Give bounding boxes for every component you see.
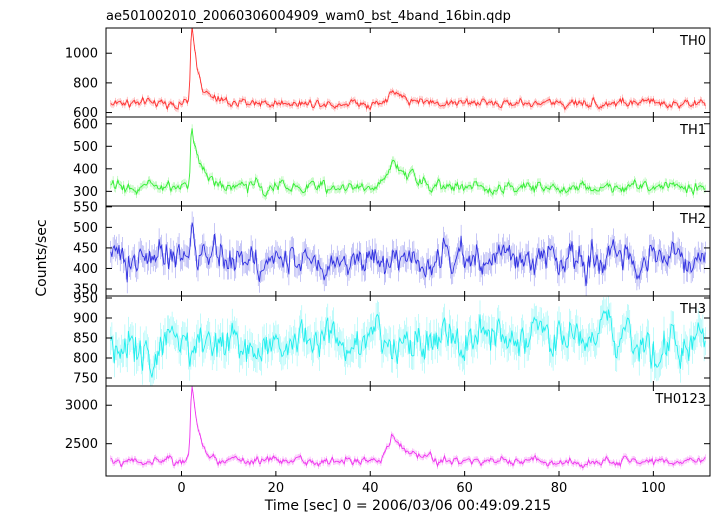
y-tick-label: 500 xyxy=(73,221,98,236)
error-bars-th1 xyxy=(110,124,706,201)
y-tick-label: 600 xyxy=(73,106,98,121)
y-tick-label: 400 xyxy=(73,162,98,177)
x-tick-label: 40 xyxy=(362,481,379,496)
panel-label: TH1 xyxy=(679,123,706,138)
panel-th2: TH2 350 400 450 500 550 xyxy=(73,200,711,298)
panel-th0123: TH0123 2500 3000 0 20 40 60 80 100 xyxy=(65,385,711,496)
y-tick-label: 350 xyxy=(73,283,98,298)
y-axis-label: Counts/sec xyxy=(34,219,50,296)
x-tick-label: 100 xyxy=(641,481,666,496)
panel-frame xyxy=(105,116,711,207)
x-tick-label: 0 xyxy=(177,481,185,496)
panel-label: TH3 xyxy=(679,302,706,317)
y-tick-label: 3000 xyxy=(65,399,98,414)
x-axis-label: Time [sec] 0 = 2006/03/06 00:49:09.215 xyxy=(264,498,551,514)
y-tick-label: 450 xyxy=(73,241,98,256)
y-tick-label: 550 xyxy=(73,200,98,215)
panel-label: TH2 xyxy=(679,212,706,227)
y-tick-label: 750 xyxy=(73,372,98,387)
panel-label: TH0123 xyxy=(654,392,706,407)
panels-group: TH06008001000TH1300400500600TH2350400450… xyxy=(65,27,711,496)
panel-label: TH0 xyxy=(679,34,706,49)
x-tick-label: 20 xyxy=(268,481,285,496)
series-line-th2 xyxy=(110,222,706,286)
panel-th3: TH3 750 800 850 900 950 xyxy=(73,292,711,387)
series-line-th0123 xyxy=(110,386,706,469)
y-tick-label: 850 xyxy=(73,332,98,347)
panel-th0: TH0 600 800 1000 xyxy=(65,27,711,121)
y-tick-label: 2500 xyxy=(65,437,98,452)
x-tick-label: 80 xyxy=(551,481,568,496)
y-tick-label: 300 xyxy=(73,185,98,200)
series-line-th3 xyxy=(110,309,706,378)
y-tick-label: 950 xyxy=(73,292,98,307)
chart-title: ae501002010_20060306004909_wam0_bst_4ban… xyxy=(106,9,511,24)
y-tick-label: 600 xyxy=(73,117,98,132)
panel-frame xyxy=(105,385,711,477)
y-tick-label: 400 xyxy=(73,262,98,277)
x-tick-label: 60 xyxy=(456,481,473,496)
error-bars-th0 xyxy=(110,28,706,113)
y-tick-label: 1000 xyxy=(65,47,98,62)
series-line-th1 xyxy=(110,128,706,198)
y-tick-label: 800 xyxy=(73,76,98,91)
series-line-th0 xyxy=(110,28,706,111)
y-tick-label: 900 xyxy=(73,312,98,327)
panel-th1: TH1 300 400 500 600 xyxy=(73,116,711,207)
error-bars-th0123 xyxy=(110,386,706,471)
y-tick-label: 500 xyxy=(73,140,98,155)
y-tick-label: 800 xyxy=(73,352,98,367)
